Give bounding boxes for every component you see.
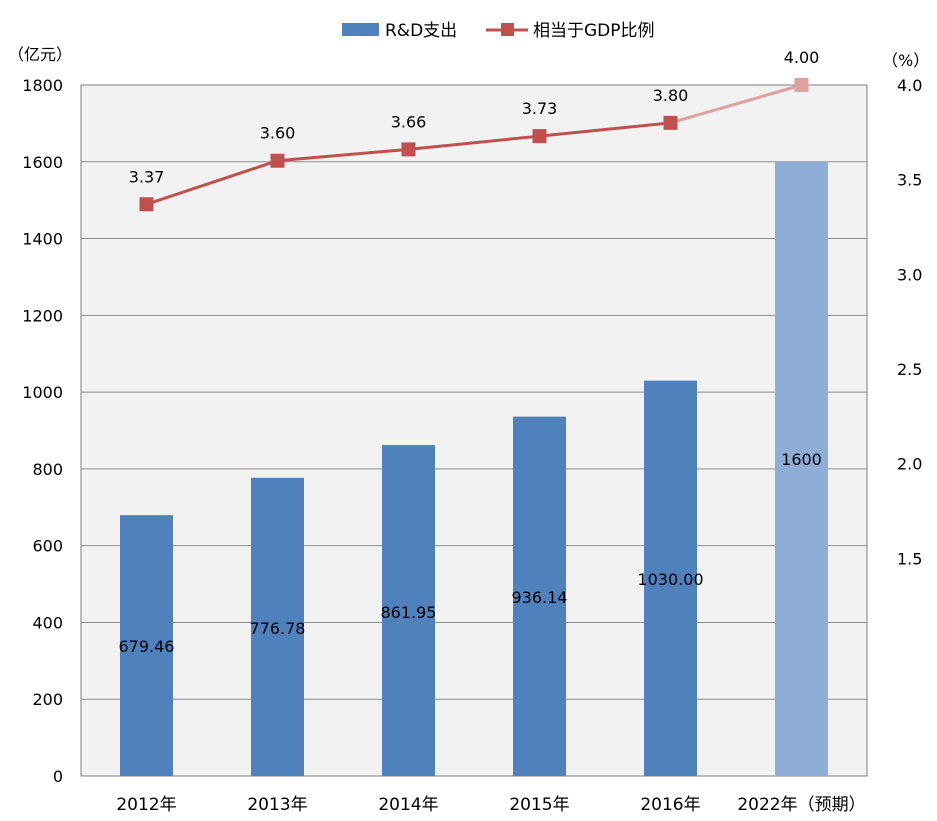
y-left-tick-1600: 1600 xyxy=(22,153,63,172)
x-tick-5: 2022年（预期） xyxy=(737,795,865,815)
y-left-tick-400: 400 xyxy=(32,613,63,632)
y-right-tick-2.5: 2.5 xyxy=(897,360,922,379)
y-left-tick-1400: 1400 xyxy=(22,230,63,249)
line-label-1: 3.60 xyxy=(260,124,296,143)
legend-swatch-gdp-marker xyxy=(501,23,514,36)
line-segment-3 xyxy=(539,121,671,138)
line-label-0: 3.37 xyxy=(129,167,165,186)
bar-series: 679.46 776.78 861.95 936.14 1030.00 1600 xyxy=(119,161,828,776)
y-left-tick-1200: 1200 xyxy=(22,306,63,325)
legend-label-gdp: 相当于GDP比例 xyxy=(533,21,655,41)
line-segment-1 xyxy=(277,147,409,163)
y-left-tick-1000: 1000 xyxy=(22,383,63,402)
y-left-tick-600: 600 xyxy=(32,537,63,556)
line-label-2: 3.66 xyxy=(391,112,427,131)
gridlines xyxy=(81,161,867,700)
line-marker-4 xyxy=(663,115,678,130)
y-left-tick-1800: 1800 xyxy=(22,76,63,95)
bar-5 xyxy=(775,161,828,776)
x-tick-3: 2015年 xyxy=(509,795,569,815)
left-axis-unit: （亿元） xyxy=(8,45,72,64)
y-right-tick-1.5: 1.5 xyxy=(897,549,922,568)
x-tick-1: 2013年 xyxy=(247,795,307,815)
line-marker-2 xyxy=(401,142,416,157)
bar-4 xyxy=(644,380,697,776)
line-label-4: 3.80 xyxy=(653,86,689,105)
line-marker-0 xyxy=(139,197,154,212)
right-axis-unit: （%） xyxy=(882,51,929,70)
legend-swatch-rd xyxy=(342,23,379,36)
bar-1 xyxy=(251,477,304,776)
bar-2 xyxy=(382,445,435,776)
bar-0 xyxy=(120,515,173,776)
line-segment-4 xyxy=(670,83,802,125)
x-tick-0: 2012年 xyxy=(116,795,176,815)
y-left-tick-200: 200 xyxy=(32,690,63,709)
line-label-3: 3.73 xyxy=(522,99,558,118)
line-marker-5 xyxy=(794,78,809,92)
legend-label-rd: R&D支出 xyxy=(385,21,457,41)
y-right-tick-2.0: 2.0 xyxy=(897,455,922,474)
y-right-tick-3.0: 3.0 xyxy=(897,265,922,284)
line-segment-0 xyxy=(146,159,278,206)
y-left-tick-800: 800 xyxy=(32,460,63,479)
y-left-tick-0: 0 xyxy=(53,767,63,786)
y-right-tick-3.5: 3.5 xyxy=(897,171,922,190)
bar-label-1: 776.78 xyxy=(250,619,306,638)
bar-3 xyxy=(513,416,566,776)
plot-area xyxy=(80,84,868,777)
bar-label-3: 936.14 xyxy=(512,588,568,607)
legend: R&D支出 相当于GDP比例 xyxy=(342,21,655,41)
bar-label-4: 1030.00 xyxy=(637,570,703,589)
x-tick-4: 2016年 xyxy=(640,795,700,815)
line-segment-2 xyxy=(408,134,540,151)
line-marker-1 xyxy=(270,153,285,168)
line-marker-3 xyxy=(532,129,547,144)
bar-label-0: 679.46 xyxy=(119,637,175,656)
bar-label-5: 1600 xyxy=(781,450,822,469)
y-right-tick-4.0: 4.0 xyxy=(897,76,922,95)
x-tick-2: 2014年 xyxy=(378,795,438,815)
bar-label-2: 861.95 xyxy=(381,603,437,622)
axes: 0 200 400 600 800 1000 1200 1400 1600 1800 1.5 2.0 2… xyxy=(22,76,922,815)
line-label-5: 4.00 xyxy=(784,48,820,67)
line-series: 3.37 3.60 3.66 3.73 3.80 4.00 xyxy=(129,48,820,212)
